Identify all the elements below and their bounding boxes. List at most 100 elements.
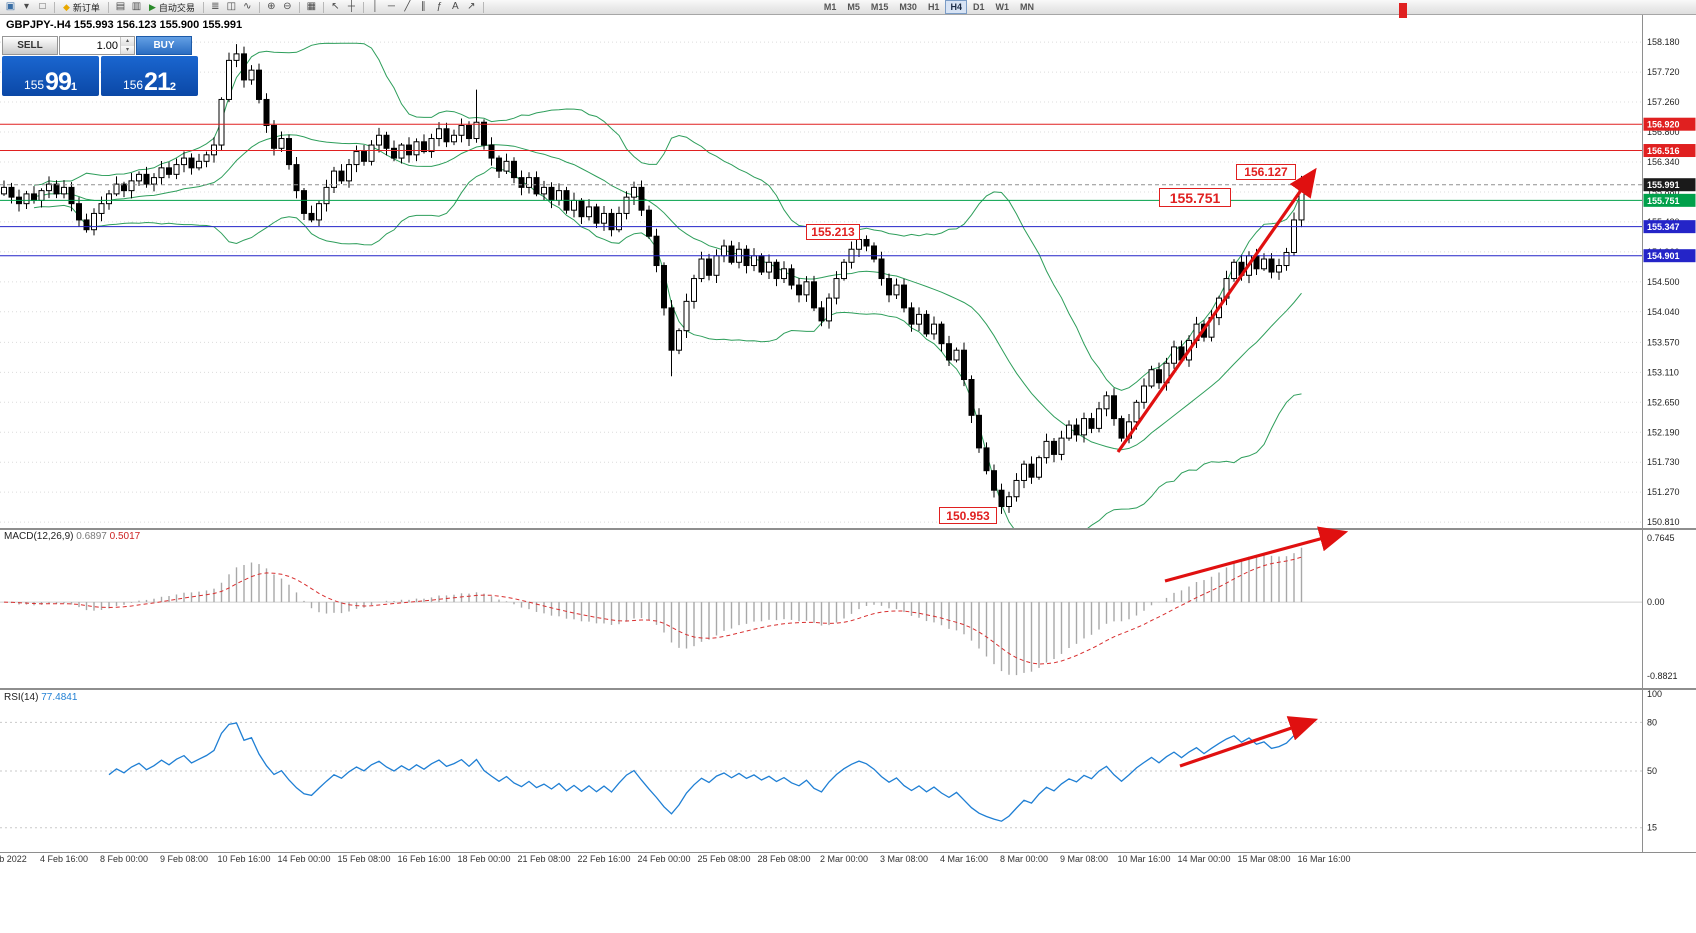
arrow-object-icon[interactable]: ↗ (467, 1, 476, 12)
candle-chart-icon[interactable]: ◫ (226, 1, 237, 12)
timeframe-w1-button[interactable]: W1 (995, 2, 1009, 12)
buy-button[interactable]: BUY (136, 36, 192, 55)
new-chart-icon[interactable]: ▣ (5, 1, 16, 12)
trendline-icon[interactable]: ╱ (404, 1, 411, 12)
toolbar-separator (298, 1, 300, 13)
price-callout-155.751[interactable]: 155.751 (1159, 188, 1231, 207)
svg-text:155.751: 155.751 (1647, 196, 1680, 206)
cursor-icon[interactable]: ↖ (331, 1, 340, 12)
trend-arrow-main[interactable] (1116, 167, 1317, 453)
timeframe-d1-button[interactable]: D1 (972, 2, 985, 12)
buy-price-big: 21 (144, 67, 171, 96)
panel-frame (0, 15, 1696, 853)
sell-price-big: 99 (45, 67, 72, 96)
timeframe-m1-button[interactable]: M1 (823, 2, 837, 12)
vertical-line-icon[interactable]: │ (372, 1, 379, 12)
sell-button[interactable]: SELL (2, 36, 58, 55)
price-callout-155.213[interactable]: 155.213 (806, 224, 860, 240)
svg-text:8 Mar 00:00: 8 Mar 00:00 (1000, 854, 1048, 864)
svg-text:4 Mar 16:00: 4 Mar 16:00 (940, 854, 988, 864)
volume-down-button[interactable]: ▾ (121, 45, 134, 54)
autotrade-label: 自动交易 (158, 2, 195, 13)
volume-box: ▴ ▾ (59, 36, 135, 55)
new-order-button[interactable]: ◆ 新订单 (59, 1, 104, 14)
svg-text:158.180: 158.180 (1647, 37, 1680, 47)
bar-chart-icon[interactable]: ≣ (211, 1, 220, 12)
sell-price-small: 155 (24, 78, 45, 92)
svg-text:22 Feb 16:00: 22 Feb 16:00 (577, 854, 630, 864)
svg-text:100: 100 (1647, 689, 1662, 699)
market-watch-icon[interactable]: ▤ (115, 1, 126, 12)
svg-text:9 Mar 08:00: 9 Mar 08:00 (1060, 854, 1108, 864)
svg-text:15 Feb 08:00: 15 Feb 08:00 (337, 854, 390, 864)
toolbar-separator (202, 1, 204, 13)
timeframe-m30-button[interactable]: M30 (899, 2, 917, 12)
autotrade-button[interactable]: ▶ 自动交易 (145, 1, 199, 14)
volume-input[interactable] (60, 37, 120, 54)
fibonacci-icon[interactable]: ƒ (436, 1, 443, 12)
svg-text:14 Mar 00:00: 14 Mar 00:00 (1177, 854, 1230, 864)
svg-text:153.570: 153.570 (1647, 337, 1680, 347)
svg-text:8 Feb 00:00: 8 Feb 00:00 (100, 854, 148, 864)
timeframe-m15-button[interactable]: M15 (870, 2, 889, 12)
buy-price-sup: 2 (169, 81, 176, 93)
svg-text:28 Feb 08:00: 28 Feb 08:00 (757, 854, 810, 864)
data-window-icon[interactable]: ▥ (131, 1, 142, 12)
trend-arrows[interactable] (1116, 167, 1349, 768)
svg-text:151.270: 151.270 (1647, 487, 1680, 497)
toolbar-separator (322, 1, 324, 13)
svg-text:156.340: 156.340 (1647, 157, 1680, 167)
price-callout-150.953[interactable]: 150.953 (939, 507, 997, 524)
autotrade-icon: ▶ (148, 1, 156, 12)
svg-text:16 Feb 16:00: 16 Feb 16:00 (397, 854, 450, 864)
rsi-panel: 100 80 50 15 (0, 689, 1662, 833)
zoom-out-icon[interactable]: ⊖ (283, 1, 292, 12)
price-axis[interactable]: 158.180 157.720 157.260 156.800 156.340 155.8… (1647, 37, 1680, 527)
macd-name: MACD(12,26,9) (4, 531, 74, 542)
bollinger-lower (33, 166, 1302, 528)
toolbar-separator (362, 1, 364, 13)
text-label-icon[interactable]: A (452, 1, 459, 12)
profiles-icon[interactable]: □ (39, 1, 46, 12)
svg-text:155.991: 155.991 (1647, 180, 1680, 190)
equidistant-channel-icon[interactable]: ∥ (420, 1, 426, 12)
trend-arrow-macd[interactable] (1164, 526, 1349, 583)
bollinger-middle (33, 134, 1302, 451)
trend-arrow-rsi[interactable] (1179, 716, 1319, 768)
macd-panel: 0.7645 0.00 -0.8821 (0, 533, 1678, 681)
crosshair-icon[interactable]: ┼ (347, 1, 355, 12)
horizontal-line-icon[interactable]: ─ (387, 1, 395, 12)
svg-text:154.901: 154.901 (1647, 251, 1680, 261)
timeframe-h4-button[interactable]: H4 (945, 0, 967, 14)
line-chart-icon[interactable]: ∿ (243, 1, 252, 12)
time-axis[interactable]: 4 Feb 2022 4 Feb 16:00 8 Feb 00:00 9 Feb 08… (0, 854, 1351, 864)
chart-dropdown-icon[interactable]: ▾ (23, 1, 30, 12)
svg-text:50: 50 (1647, 766, 1657, 776)
svg-text:10 Feb 16:00: 10 Feb 16:00 (217, 854, 270, 864)
volume-up-button[interactable]: ▴ (121, 37, 134, 46)
svg-text:4 Feb 2022: 4 Feb 2022 (0, 854, 27, 864)
tile-windows-icon[interactable]: ▦ (306, 1, 317, 12)
toolbar-separator (107, 1, 109, 13)
timeframe-m5-button[interactable]: M5 (847, 2, 860, 12)
timeframe-mn-button[interactable]: MN (1019, 2, 1034, 12)
svg-text:16 Mar 16:00: 16 Mar 16:00 (1297, 854, 1350, 864)
svg-text:18 Feb 00:00: 18 Feb 00:00 (457, 854, 510, 864)
svg-text:9 Feb 08:00: 9 Feb 08:00 (160, 854, 208, 864)
svg-text:80: 80 (1647, 717, 1657, 727)
svg-text:14 Feb 00:00: 14 Feb 00:00 (277, 854, 330, 864)
svg-text:3 Mar 08:00: 3 Mar 08:00 (880, 854, 928, 864)
timeframe-h1-button[interactable]: H1 (927, 2, 940, 12)
sell-price-display[interactable]: 155 99 1 (2, 56, 99, 96)
rsi-indicator-label: RSI(14) 77.4841 (4, 692, 77, 703)
zoom-in-icon[interactable]: ⊕ (267, 1, 276, 12)
buy-price-display[interactable]: 156 21 2 (101, 56, 198, 96)
svg-text:154.040: 154.040 (1647, 307, 1680, 317)
new-order-icon: ◆ (63, 1, 70, 12)
horizontal-line-objects[interactable]: 156.920 156.516 155.991 155.751 155.347 154.9… (0, 117, 1696, 263)
toolbar: ▣ ▾ □ ◆ 新订单 ▤ ▥ ▶ 自动交易 ≣ ◫ ∿ ⊕ ⊖ ▦ ↖ ┼ │ ─ ╱ ∥ ƒ A ↗ M1 M5 M15 M30 H… (0, 0, 1696, 15)
svg-text:4 Feb 16:00: 4 Feb 16:00 (40, 854, 88, 864)
price-callout-156.127[interactable]: 156.127 (1236, 164, 1296, 180)
